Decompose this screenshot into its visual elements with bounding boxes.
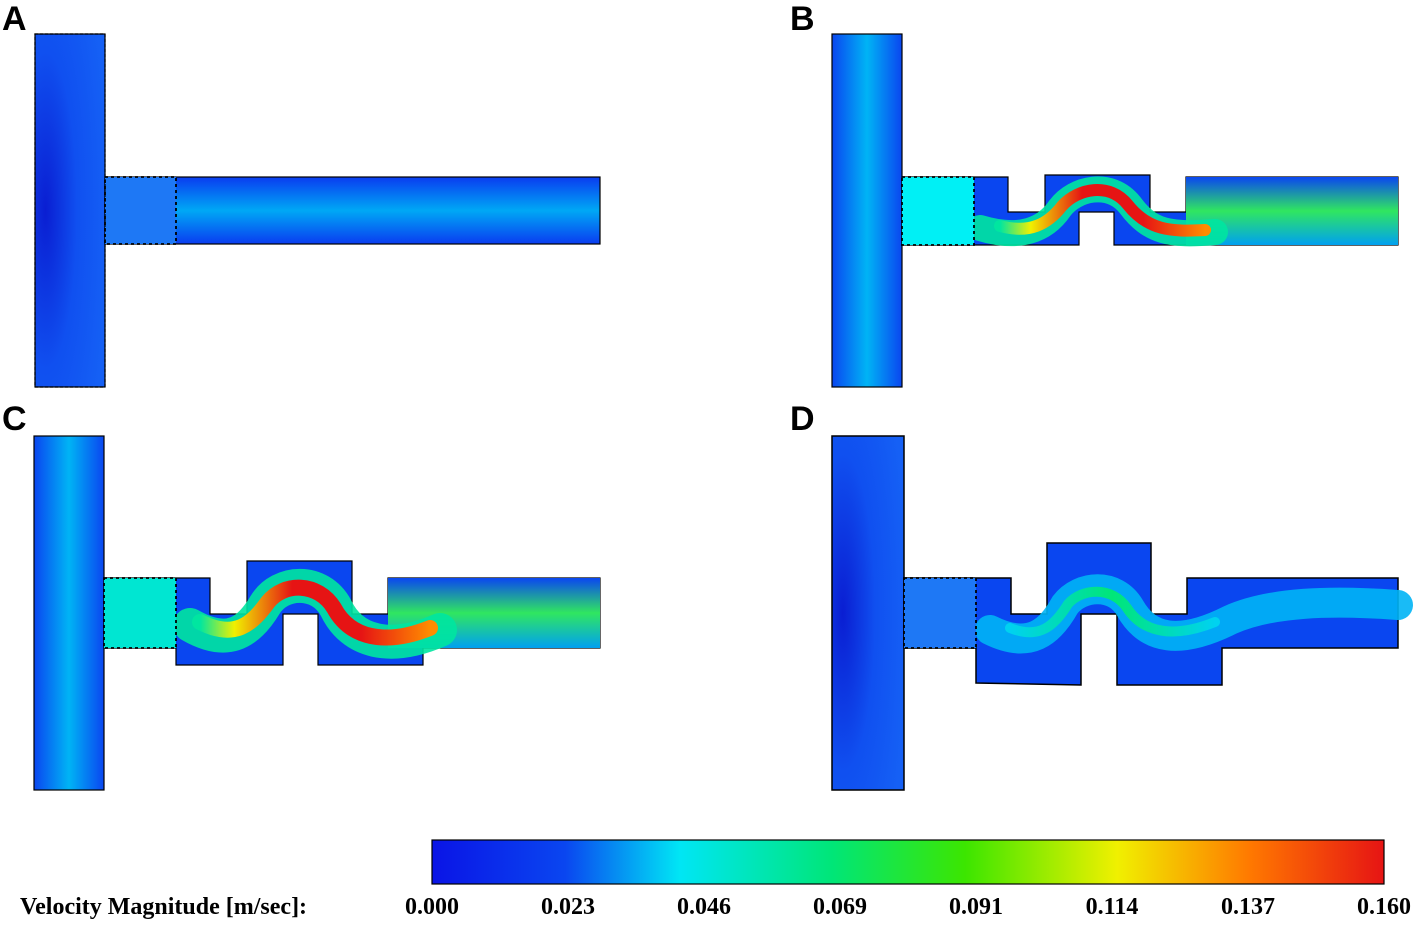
panel-c-geometry [33, 435, 601, 791]
panel-b-label: B [790, 0, 815, 38]
colorbar-tick-label: 0.000 [405, 894, 459, 920]
colorbar-tick-label: 0.069 [813, 894, 867, 920]
panel-d-label: D [790, 400, 815, 438]
panel-a-geometry [34, 33, 601, 388]
colorbar-title: Velocity Magnitude [m/sec]: [20, 894, 308, 920]
panel-c-label: C [2, 400, 27, 438]
colorbar [431, 839, 1385, 885]
panel-a-label: A [2, 0, 27, 38]
colorbar-tick-label: 0.160 [1357, 894, 1411, 920]
colorbar-tick-label: 0.046 [677, 894, 731, 920]
panel-d-geometry [831, 435, 1413, 791]
colorbar-tick-label: 0.137 [1221, 894, 1275, 920]
colorbar-tick-label: 0.091 [949, 894, 1003, 920]
colorbar-tick-label: 0.023 [541, 894, 595, 920]
panel-b-geometry [831, 33, 1399, 388]
colorbar-tick-label: 0.114 [1085, 894, 1139, 920]
